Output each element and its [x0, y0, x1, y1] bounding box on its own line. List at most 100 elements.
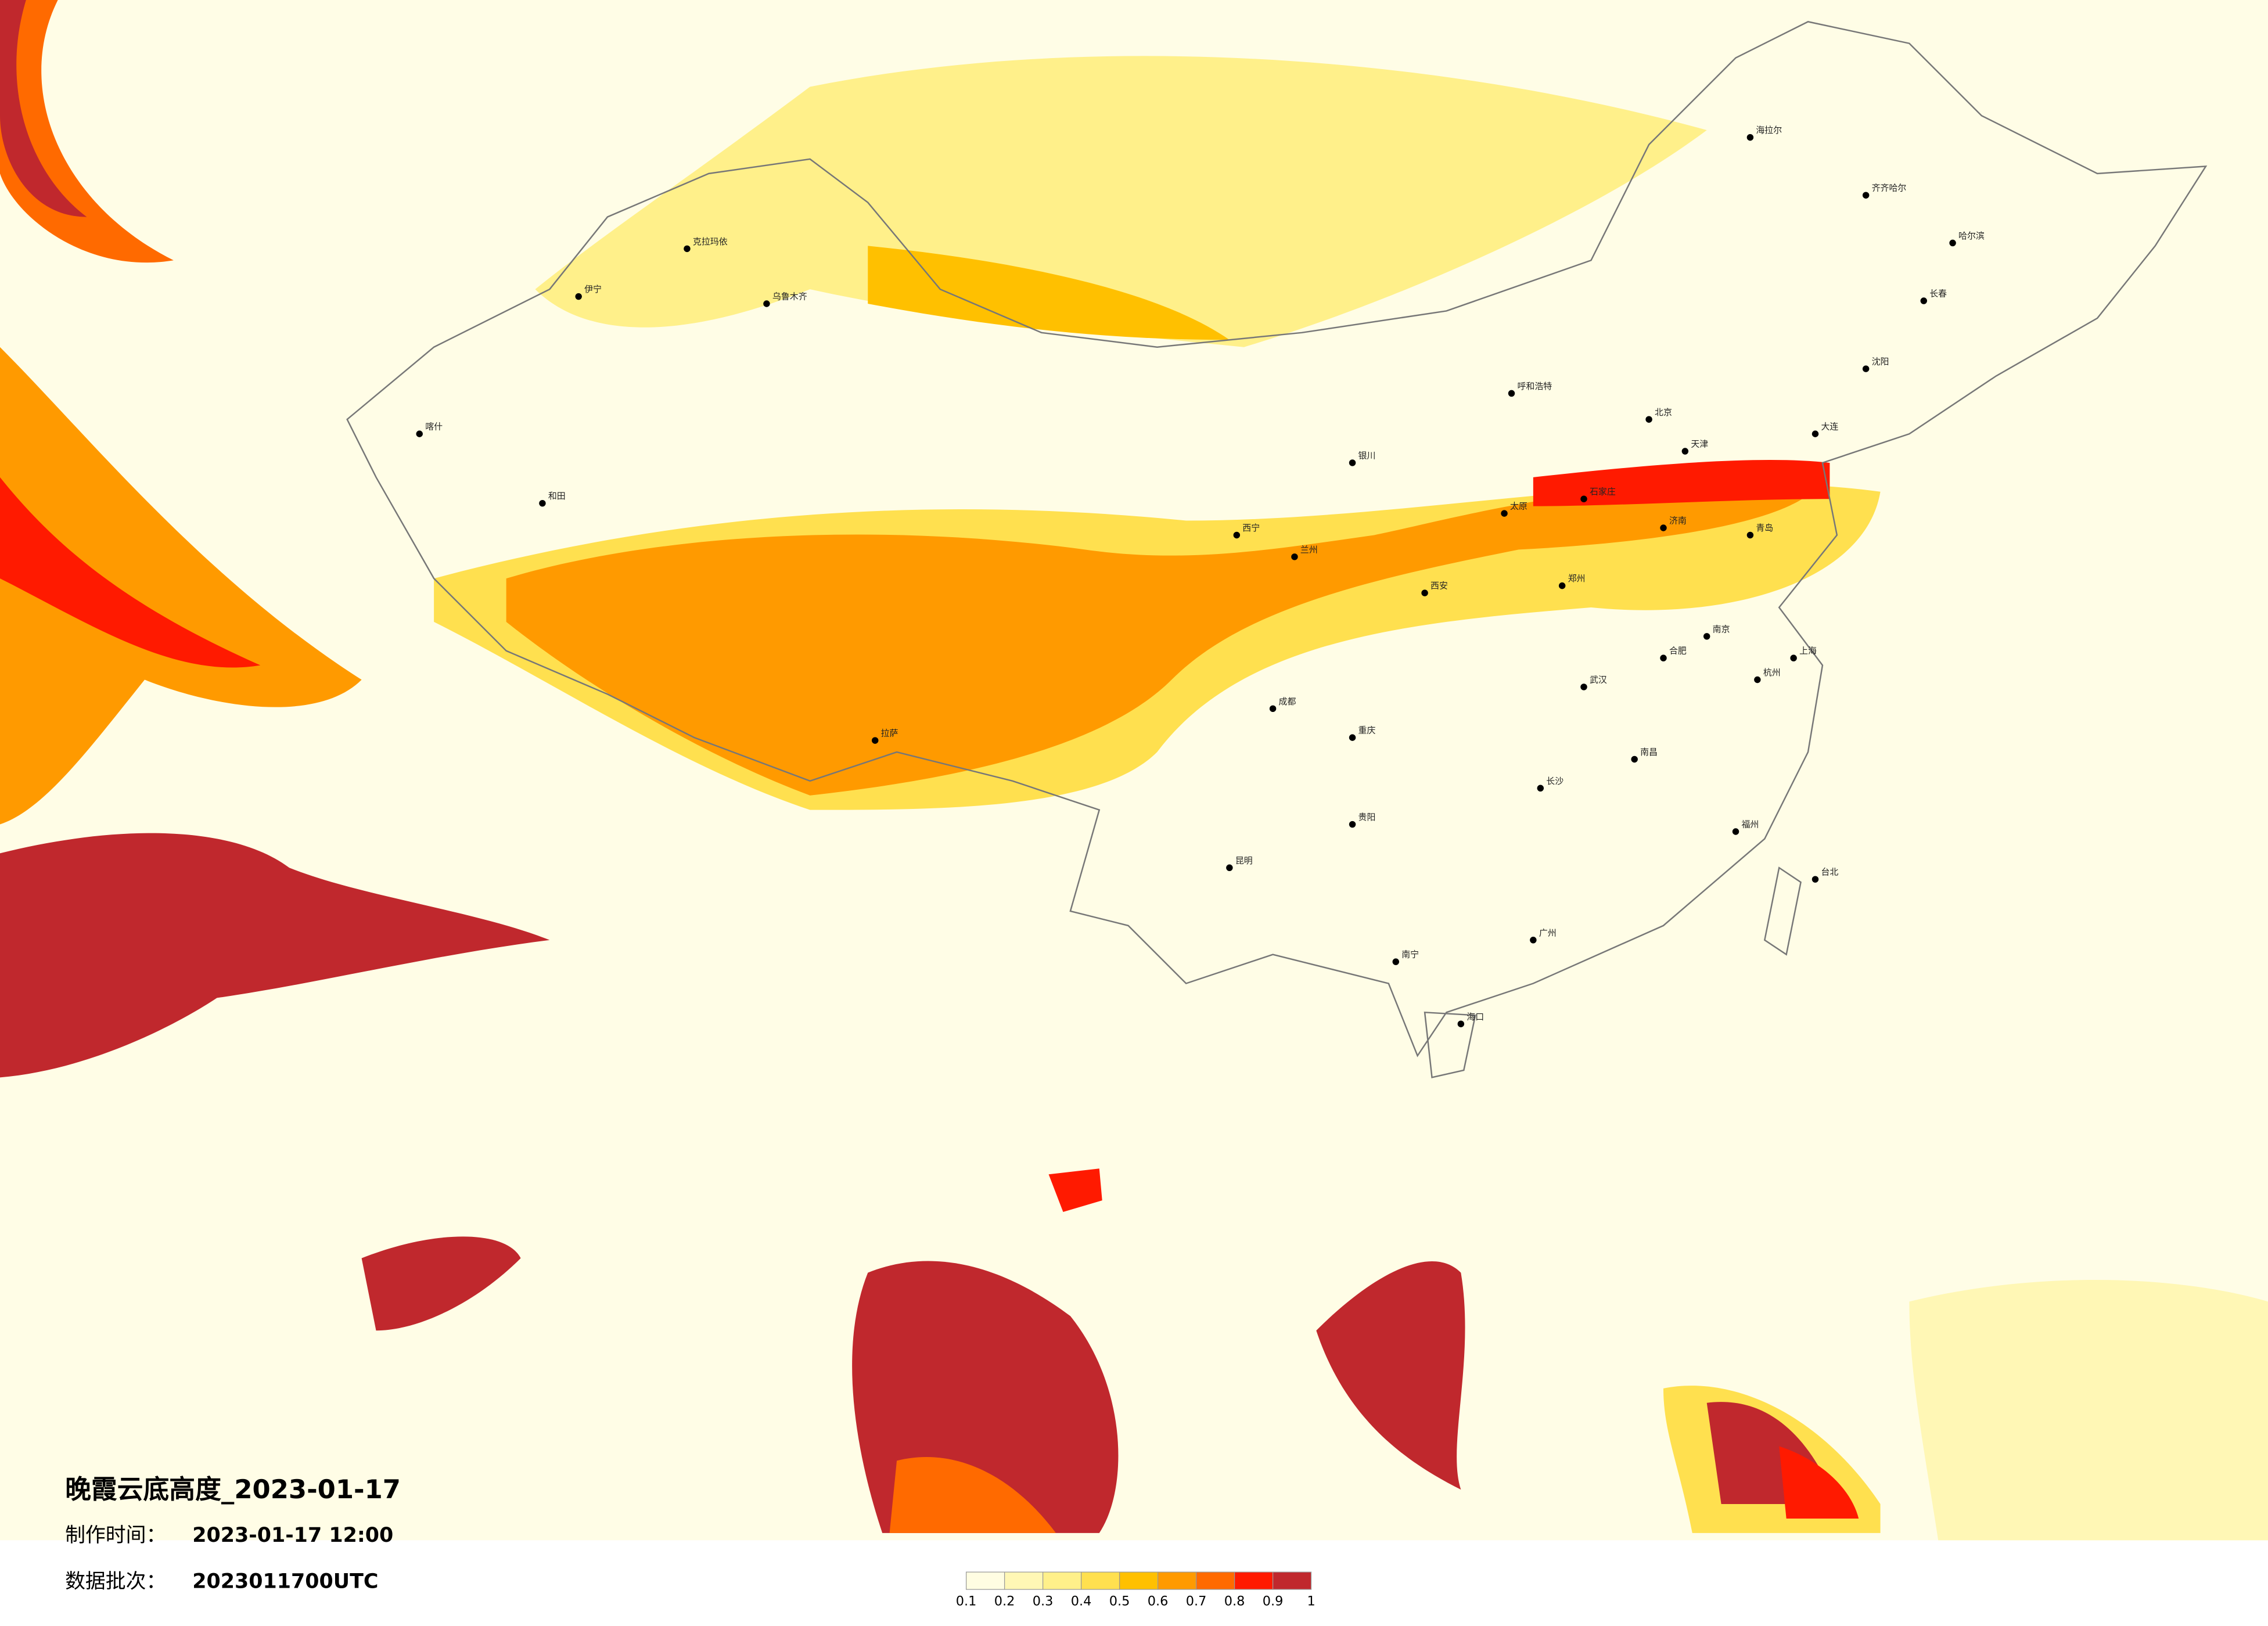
cloud-band: [535, 56, 1707, 347]
city-label: 呼和浩特: [1517, 381, 1552, 391]
city-label: 青岛: [1756, 523, 1773, 533]
city-label: 贵阳: [1358, 812, 1376, 822]
city-dot: [539, 499, 546, 507]
city-label: 沈阳: [1872, 357, 1889, 367]
city-label: 伊宁: [584, 284, 602, 294]
city-dot: [1862, 365, 1870, 372]
colorbar-tick-label: 0.3: [1033, 1593, 1054, 1609]
colorbar-tick-label: 0.7: [1186, 1593, 1207, 1609]
colorbar-bin: [1272, 1571, 1312, 1590]
city-label: 广州: [1539, 927, 1557, 938]
production-time-label: 制作时间：: [65, 1524, 166, 1547]
city-label: 重庆: [1358, 725, 1376, 736]
colorbar-tick-label: 0.8: [1224, 1593, 1245, 1609]
city-dot: [1580, 684, 1587, 690]
city-label: 武汉: [1590, 674, 1607, 685]
city-dot: [763, 300, 770, 307]
city-label: 福州: [1741, 819, 1759, 830]
city-dot: [416, 430, 423, 437]
city-label: 长沙: [1546, 776, 1563, 786]
city-dot: [1226, 864, 1233, 871]
production-time: 2023-01-17 12:00: [192, 1524, 393, 1547]
city-dot: [1645, 416, 1652, 423]
colorbar: 0.1 0.2 0.3 0.4 0.5 0.6 0.7 0.8 0.9 1: [956, 1571, 1315, 1609]
city-dot: [1811, 430, 1819, 437]
city-label: 乌鲁木齐: [772, 292, 807, 302]
city-label: 昆明: [1235, 855, 1253, 866]
city-dot: [1349, 821, 1356, 828]
city-label: 上海: [1799, 646, 1817, 656]
city-dot: [1811, 876, 1819, 883]
city-label: 西安: [1430, 581, 1448, 591]
colorbar-tick-label: 0.5: [1109, 1593, 1130, 1609]
colorbar-bin: [1080, 1571, 1120, 1590]
cloud-band: [868, 246, 1230, 340]
colorbar-bin: [1119, 1571, 1159, 1590]
cloud-field: [0, 0, 2268, 1541]
city-dot: [1392, 958, 1399, 965]
batch: 2023011700UTC: [192, 1570, 378, 1593]
cloud-blob: [1048, 1168, 1102, 1212]
colorbar-bin: [1042, 1571, 1082, 1590]
city-dot: [1457, 1020, 1465, 1027]
city-label: 济南: [1669, 516, 1687, 526]
batch-label: 数据批次：: [65, 1570, 166, 1593]
city-label: 太原: [1510, 501, 1527, 512]
city-dot: [1508, 390, 1515, 397]
city-label: 银川: [1358, 450, 1376, 461]
city-label: 合肥: [1669, 646, 1687, 656]
city-dot: [1732, 828, 1739, 835]
city-label: 南宁: [1401, 949, 1419, 960]
city-dot: [1681, 448, 1689, 455]
taiwan-outline: [1763, 866, 1802, 956]
city-dot: [1660, 524, 1667, 531]
colorbar-tick-label: 0.9: [1263, 1593, 1284, 1609]
city-dot: [1949, 239, 1956, 247]
city-dot: [1349, 734, 1356, 741]
city-dot: [1920, 297, 1928, 304]
cloud-arc: [0, 347, 362, 825]
city-dot: [1703, 633, 1710, 640]
colorbar-tick-label: 0.4: [1071, 1593, 1092, 1609]
cloud-blob: [1909, 1280, 2268, 1541]
cloud-band: [1533, 460, 1830, 506]
colorbar-bin: [965, 1571, 1005, 1590]
city-label: 台北: [1821, 867, 1838, 877]
city-dot: [1501, 510, 1508, 517]
colorbar-tick-label: 0.1: [956, 1593, 977, 1609]
colorbar-bin: [1195, 1571, 1235, 1590]
city-label: 成都: [1279, 696, 1296, 707]
city-dot: [871, 737, 879, 744]
cloud-arc: [0, 0, 87, 217]
city-label: 西宁: [1242, 523, 1260, 533]
colorbar-bin: [1157, 1571, 1197, 1590]
city-label: 喀什: [425, 422, 443, 432]
city-label: 天津: [1691, 439, 1708, 449]
colorbar-bin: [1004, 1571, 1044, 1590]
city-label: 哈尔滨: [1958, 231, 1985, 241]
city-label: 大连: [1821, 422, 1838, 432]
city-dot: [1233, 531, 1241, 539]
city-dot: [1349, 459, 1356, 466]
city-dot: [1660, 654, 1667, 661]
city-label: 克拉玛依: [693, 236, 728, 247]
colorbar-tick-label: 0.2: [994, 1593, 1015, 1609]
city-label: 南京: [1713, 624, 1730, 634]
colorbar-tick-label: 1: [1307, 1593, 1315, 1609]
city-dot: [684, 245, 691, 253]
cloud-arc: [0, 477, 261, 668]
city-label: 齐齐哈尔: [1872, 183, 1907, 193]
cloud-blob: [1316, 1261, 1465, 1490]
city-label: 和田: [548, 491, 566, 501]
city-dot: [1746, 134, 1754, 141]
colorbar-tick-label: 0.6: [1148, 1593, 1169, 1609]
cloud-blob: [0, 833, 550, 1078]
colorbar-bin: [1234, 1571, 1274, 1590]
city-label: 海拉尔: [1756, 125, 1782, 135]
city-dot: [1746, 531, 1754, 539]
city-dot: [1269, 705, 1277, 713]
city-label: 拉萨: [881, 728, 898, 739]
city-dot: [1291, 553, 1298, 560]
city-dot: [1530, 937, 1537, 944]
city-label: 郑州: [1568, 573, 1586, 584]
